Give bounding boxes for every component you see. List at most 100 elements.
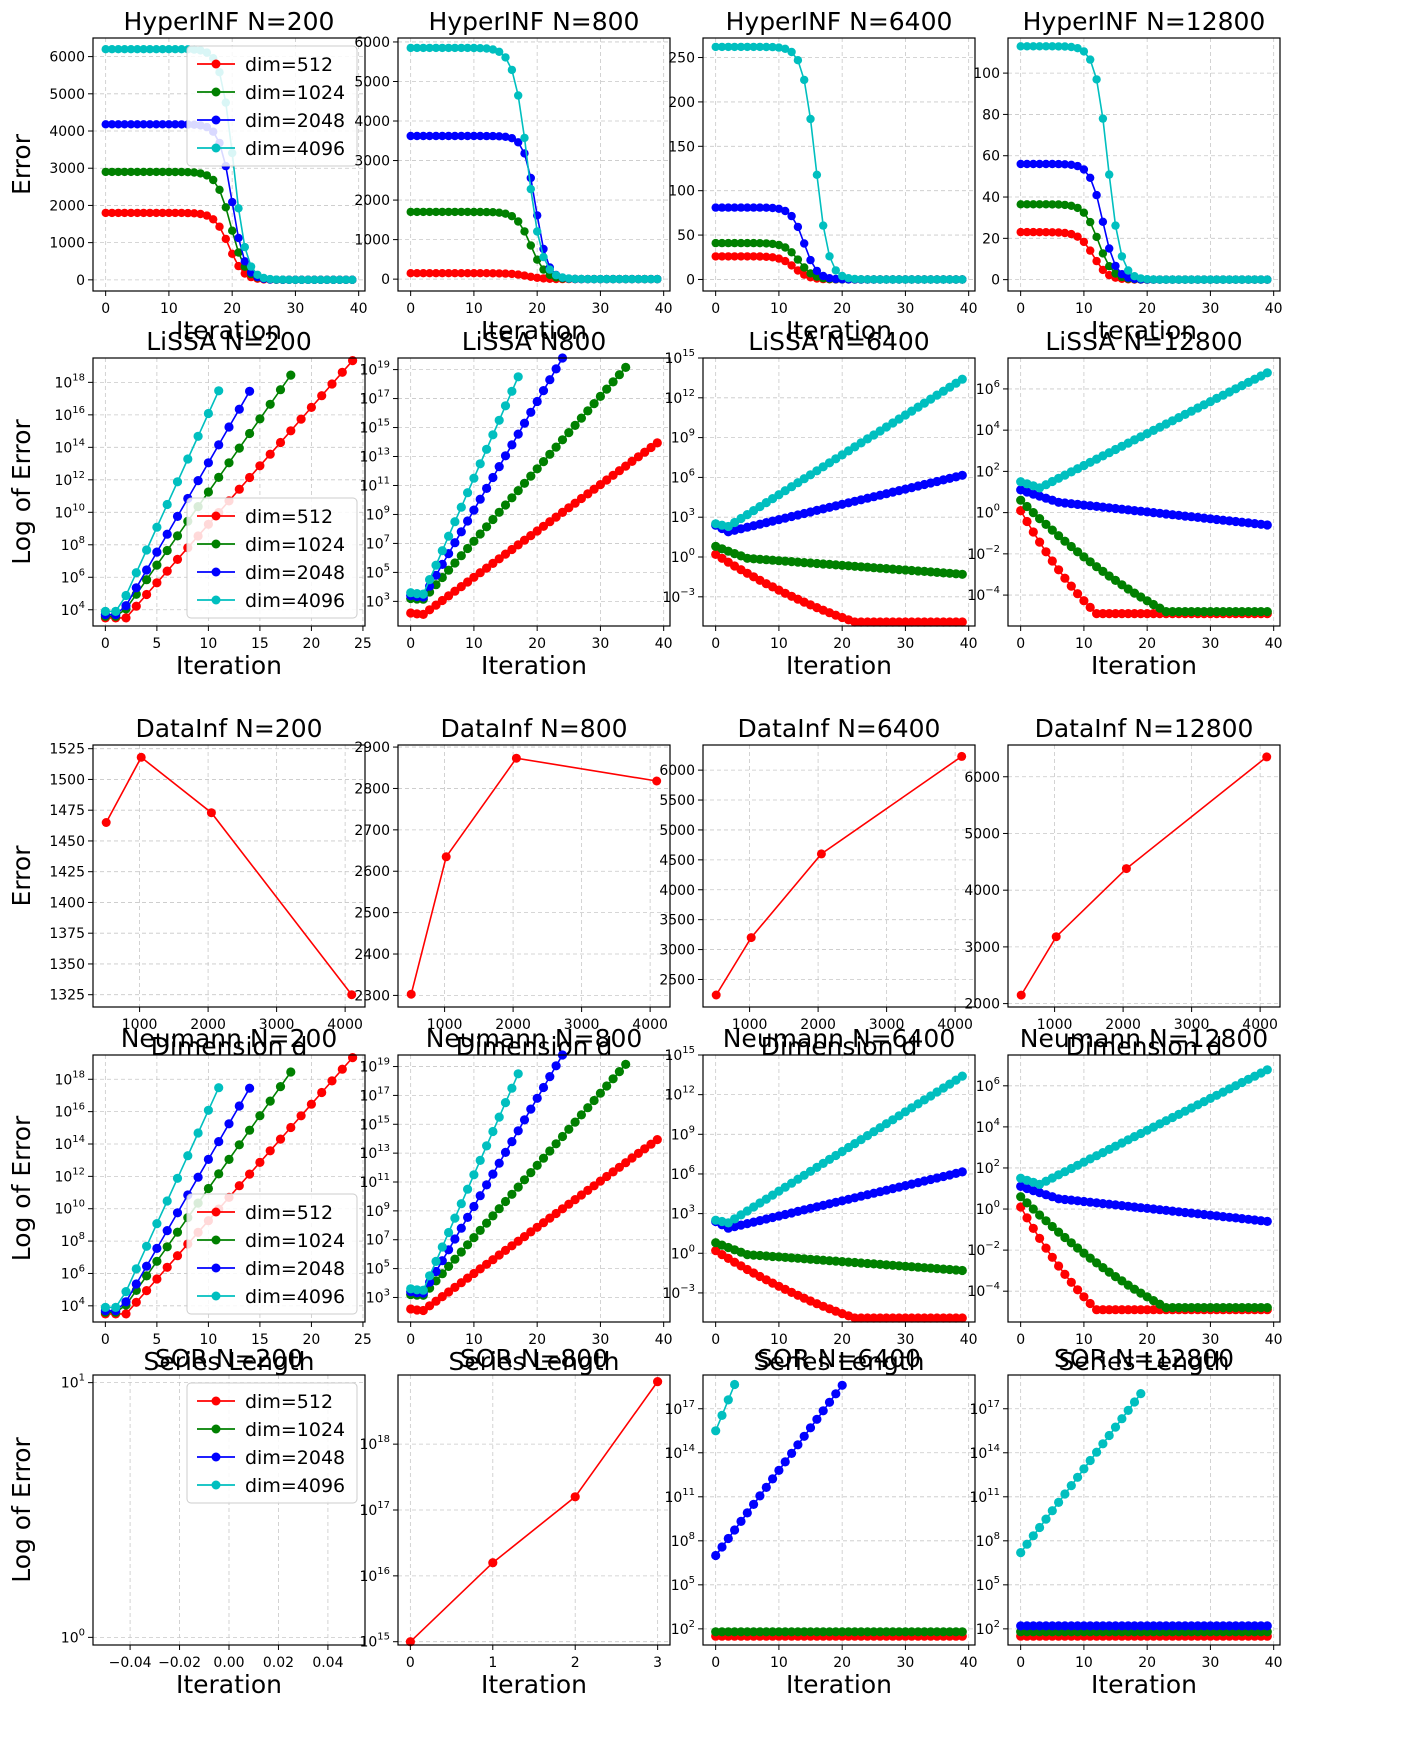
axes-frame	[702, 37, 976, 292]
data-point	[152, 522, 162, 532]
data-point	[919, 1313, 930, 1323]
y-tick-label: 5000	[659, 823, 695, 839]
data-point	[589, 274, 599, 284]
y-tick-label: 10−4	[967, 1281, 1000, 1300]
axes-frame	[397, 37, 671, 292]
data-point	[450, 207, 460, 217]
data-point	[945, 275, 954, 284]
data-point	[425, 43, 434, 53]
data-point	[114, 45, 123, 54]
data-point	[1041, 159, 1051, 169]
data-point	[787, 1627, 797, 1637]
data-point	[539, 265, 548, 274]
x-tick-label: 20	[303, 636, 321, 652]
data-point	[482, 1259, 492, 1269]
data-point	[450, 1234, 460, 1244]
data-point	[717, 42, 727, 52]
data-point	[1206, 275, 1215, 284]
data-point	[183, 1151, 193, 1161]
y-tick-label: 3000	[964, 940, 1000, 956]
data-point	[495, 47, 504, 56]
data-point	[1098, 249, 1108, 258]
data-point	[1054, 42, 1063, 51]
data-point	[957, 1167, 967, 1177]
data-point	[450, 43, 460, 53]
data-point	[475, 529, 485, 539]
data-point	[746, 933, 756, 943]
data-point	[513, 429, 523, 439]
data-point	[286, 1067, 296, 1077]
y-tick-label: 2300	[354, 988, 390, 1004]
data-point	[1117, 609, 1127, 619]
data-point	[1262, 520, 1272, 530]
data-point	[951, 1627, 961, 1637]
data-point	[215, 222, 224, 231]
x-tick-label: 0	[101, 1332, 110, 1348]
data-point	[275, 1134, 286, 1144]
y-tick-label: 1014	[54, 1134, 85, 1153]
data-point	[1060, 160, 1070, 169]
data-point	[761, 1627, 771, 1637]
series-line-dim=1024	[1020, 203, 1268, 281]
y-tick-label: 4000	[659, 883, 695, 899]
data-point	[172, 1227, 183, 1237]
data-point	[595, 1176, 606, 1186]
data-point	[1054, 565, 1064, 575]
x-tick-label: 40	[350, 301, 368, 317]
data-point	[1104, 609, 1114, 619]
data-point	[347, 990, 357, 1000]
data-point	[221, 203, 230, 212]
data-point	[526, 531, 536, 541]
panel-n200: 0 5 10 15 20 25 104 106 108 1010 1012 1014 1016 1018 N…	[7, 1024, 372, 1376]
data-point	[736, 1516, 746, 1526]
data-point	[1105, 244, 1114, 253]
panel-title: Neumann N=200	[121, 1024, 338, 1053]
data-point	[919, 1627, 930, 1637]
data-point	[768, 1627, 778, 1637]
legend-label: dim=512	[245, 1202, 333, 1224]
y-tick-label: 100	[973, 66, 1000, 82]
y-tick-label: 108	[976, 1531, 1000, 1550]
y-tick-label: 105	[366, 1259, 390, 1278]
data-point	[787, 248, 796, 257]
data-point	[406, 43, 415, 53]
data-point	[800, 75, 809, 85]
data-point	[1060, 536, 1070, 546]
data-point	[939, 275, 948, 284]
y-tick-label: 5500	[659, 793, 695, 809]
data-point	[456, 582, 466, 592]
data-point	[142, 575, 152, 585]
data-point	[1079, 1292, 1089, 1302]
y-tick-label: 109	[366, 504, 390, 523]
data-point	[1073, 203, 1082, 213]
data-point	[203, 1154, 213, 1164]
data-point	[1237, 275, 1247, 284]
data-point	[437, 595, 447, 606]
data-point	[348, 275, 357, 284]
data-point	[450, 558, 460, 568]
data-point	[1250, 1303, 1260, 1313]
y-tick-label: 2000	[964, 997, 1000, 1013]
data-point	[126, 45, 136, 54]
y-tick-label: 1012	[664, 1085, 695, 1104]
data-point	[1136, 1621, 1146, 1631]
data-point	[1186, 1303, 1196, 1313]
y-tick-label: 104	[976, 420, 1000, 439]
data-point	[1193, 275, 1203, 284]
data-point	[121, 601, 131, 611]
data-point	[431, 207, 441, 217]
legend-label: dim=512	[245, 54, 333, 76]
y-tick-label: 102	[976, 461, 1000, 480]
data-point	[1060, 1232, 1070, 1243]
data-point	[519, 1232, 530, 1242]
data-point	[494, 1204, 504, 1214]
data-point	[507, 134, 517, 143]
data-point	[431, 600, 441, 610]
data-point	[538, 457, 549, 467]
data-point	[1262, 607, 1272, 617]
data-point	[1079, 1621, 1089, 1631]
y-tick-label: 106	[671, 1164, 695, 1183]
data-point	[511, 753, 521, 763]
data-point	[476, 44, 485, 53]
